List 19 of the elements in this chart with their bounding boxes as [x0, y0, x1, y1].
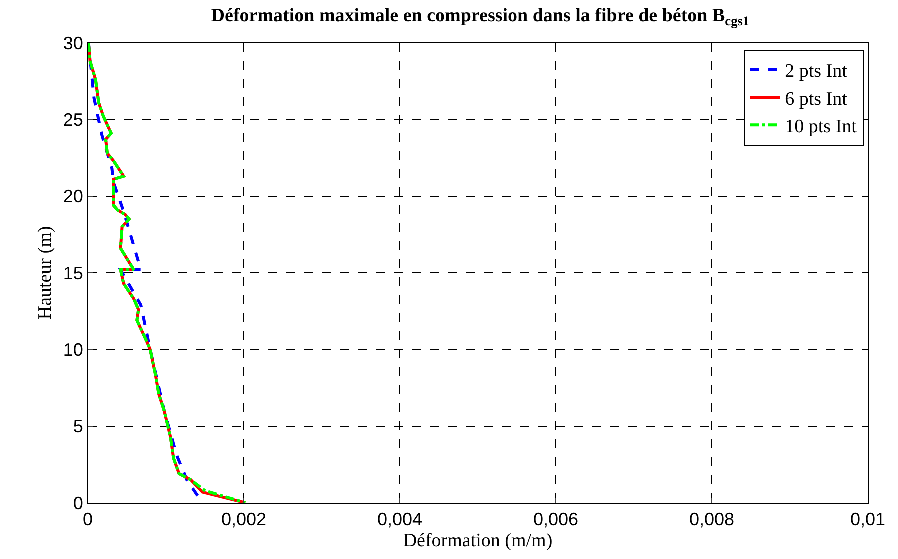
x-tick-label: 0,01 [850, 510, 886, 530]
x-axis-title: Déformation (m/m) [403, 530, 553, 552]
y-tick-label: 0 [73, 493, 84, 514]
x-tick-label: 0,008 [689, 510, 735, 530]
line-series [88, 43, 248, 503]
y-axis-title: Hauteur (m) [35, 226, 56, 320]
x-tick-label: 0,002 [221, 510, 267, 530]
y-tick-label: 10 [63, 340, 84, 360]
y-tick-label: 5 [73, 416, 84, 437]
y-tick-label: 15 [63, 263, 84, 284]
chart-title: Déformation maximale en compression dans la fibre de béton B$_{cgs1}$ [211, 6, 750, 29]
y-tick-label: 25 [63, 110, 84, 130]
x-tick-label: 0,006 [533, 510, 579, 530]
legend-label: 6 pts Int [785, 88, 848, 110]
y-tick-label: 20 [63, 186, 84, 207]
y-tick-label: 30 [63, 33, 84, 54]
legend-label: 10 pts Int [785, 116, 858, 138]
legend-label: 2 pts Int [785, 61, 848, 82]
x-tick-label: 0,004 [377, 510, 423, 530]
